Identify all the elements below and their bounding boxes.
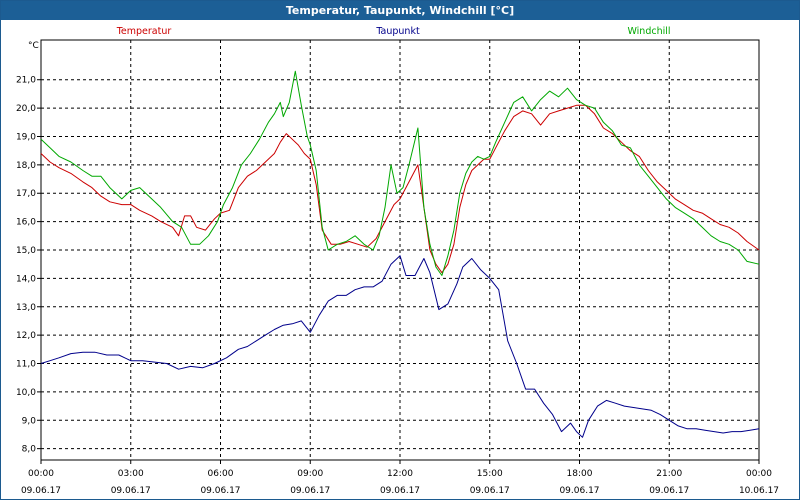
x-tick-time: 00:00 [746,469,772,479]
grid [41,40,759,460]
x-tick-date: 09.06.17 [380,486,420,496]
y-tick-label: 21,0 [16,76,36,86]
x-tick-time: 21:00 [656,469,682,479]
legend-entry-temperatur: Temperatur [116,26,172,37]
x-tick-date: 09.06.17 [200,486,240,496]
y-tick-label: 9,0 [22,416,37,426]
legend: Temperatur Taupunkt Windchill [116,26,671,37]
y-tick-label: 16,0 [16,218,36,228]
y-tick-label: 17,0 [16,189,36,199]
y-tick-label: 19,0 [16,132,36,142]
x-tick-time: 15:00 [477,469,503,479]
x-tick-time: 18:00 [567,469,593,479]
x-tick-date: 09.06.17 [111,486,151,496]
y-axis: 8,0 9,0 10,0 11,0 12,0 13,0 14,0 15,0 16,0 17,0 18… [16,76,41,455]
x-tick-time: 06:00 [208,469,234,479]
y-tick-label: 11,0 [16,360,36,370]
y-tick-label: 10,0 [16,388,36,398]
y-tick-label: 13,0 [16,303,36,313]
x-tick-date: 09.06.17 [290,486,330,496]
line-chart: 8,0 9,0 10,0 11,0 12,0 13,0 14,0 15,0 16,0 17,0 18… [16,26,779,496]
x-tick-date: 10.06.17 [739,486,779,496]
series-line-taupunkt [40,255,760,438]
y-axis-label: °C [28,41,39,51]
x-tick-time: 03:00 [118,469,144,479]
y-tick-label: 12,0 [16,331,36,341]
x-tick-date: 09.06.17 [470,486,510,496]
window-title: Temperatur, Taupunkt, Windchill [°C] [1,1,799,20]
y-tick-label: 14,0 [16,274,36,284]
x-axis: 00:00 09.06.17 03:00 09.06.17 06:00 09.06.17 0… [21,460,779,496]
x-tick-date: 09.06.17 [559,486,599,496]
y-tick-label: 18,0 [16,161,36,171]
series [40,70,760,438]
y-tick-label: 20,0 [16,104,36,114]
x-tick-time: 12:00 [387,469,413,479]
x-tick-date: 09.06.17 [649,486,689,496]
legend-entry-taupunkt: Taupunkt [375,26,420,37]
y-tick-label: 15,0 [16,246,36,256]
x-tick-date: 09.06.17 [21,486,61,496]
legend-entry-windchill: Windchill [627,26,670,37]
series-line-windchill [40,70,760,276]
x-tick-time: 00:00 [28,469,54,479]
x-tick-time: 09:00 [297,469,323,479]
y-tick-label: 8,0 [22,445,37,455]
